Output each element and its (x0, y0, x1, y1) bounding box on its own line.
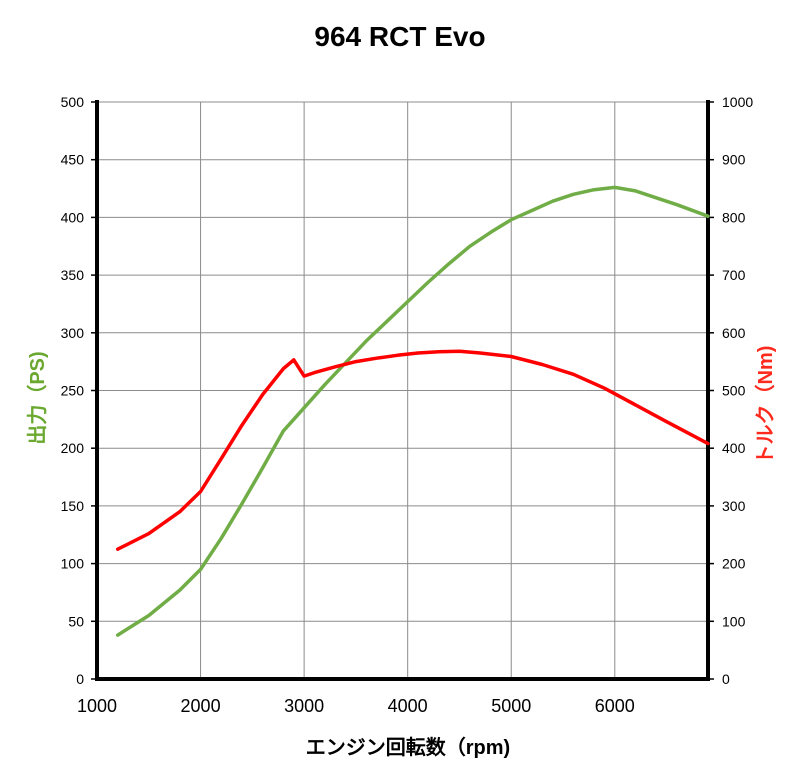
x-tick-label: 3000 (284, 696, 324, 716)
y-tick-label: 200 (61, 440, 85, 456)
axes (95, 100, 710, 681)
torque-line (115, 349, 710, 551)
y2-tick-label: 1000 (722, 94, 753, 110)
y2-tick-label: 300 (722, 498, 746, 514)
power-line (115, 185, 710, 637)
y2-tick-label: 900 (722, 152, 746, 168)
y-tick-label: 0 (76, 671, 84, 687)
x-tick-label: 1000 (77, 696, 117, 716)
y-tick-label: 50 (68, 613, 84, 629)
x-axis-ticks: 1000 2000 3000 4000 5000 6000 (77, 696, 635, 716)
y-axis-label: 出力（PS) (26, 351, 49, 444)
x-tick-label: 4000 (388, 696, 428, 716)
y-tick-label: 500 (61, 94, 85, 110)
x-tick-label: 5000 (491, 696, 531, 716)
y2-axis-ticks: 0 100 200 300 400 500 600 700 800 900 1000 (708, 94, 753, 687)
y2-tick-label: 0 (722, 671, 730, 687)
y-tick-label: 400 (61, 209, 85, 225)
y2-tick-label: 700 (722, 267, 746, 283)
y-tick-label: 300 (61, 325, 85, 341)
y-tick-label: 250 (61, 383, 85, 399)
x-tick-label: 6000 (595, 696, 635, 716)
series-layer (115, 185, 710, 637)
chart-title: 964 RCT Evo (314, 21, 485, 52)
y-tick-label: 150 (61, 498, 85, 514)
y2-tick-label: 600 (722, 325, 746, 341)
y2-tick-label: 800 (722, 209, 746, 225)
y2-tick-label: 200 (722, 556, 746, 572)
y-tick-label: 450 (61, 152, 85, 168)
y2-tick-label: 500 (722, 383, 746, 399)
grid (97, 101, 708, 679)
x-axis-label: エンジン回転数（rpm) (306, 735, 510, 759)
y-tick-label: 100 (61, 556, 85, 572)
y2-tick-label: 400 (722, 440, 746, 456)
y2-tick-label: 100 (722, 613, 746, 629)
y2-axis-label: トルク（Nm) (754, 346, 777, 465)
x-tick-label: 2000 (181, 696, 221, 716)
y-axis-ticks: 0 50 100 150 200 250 300 350 400 450 500 (61, 94, 97, 687)
y-tick-label: 350 (61, 267, 85, 283)
